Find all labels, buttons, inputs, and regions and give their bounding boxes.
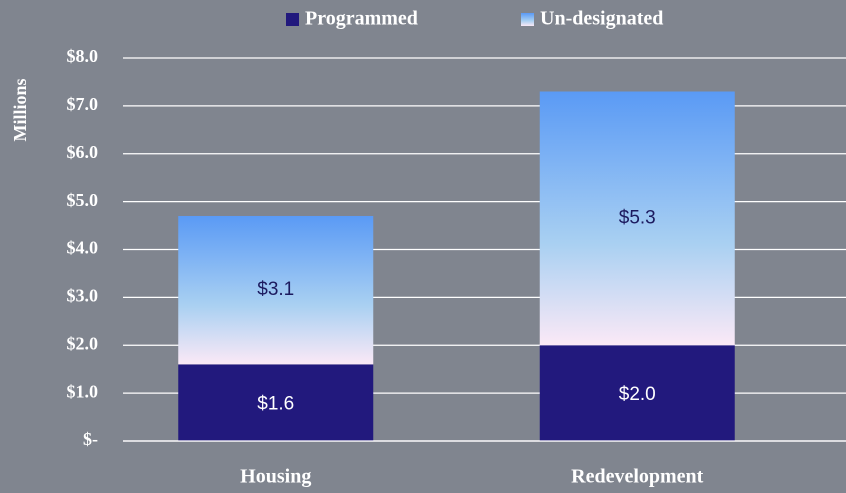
y-tick-label: $4.0 — [67, 238, 99, 258]
y-tick-label: $- — [83, 429, 98, 449]
y-tick-label: $5.0 — [67, 190, 99, 210]
bar-segment — [539, 91, 735, 346]
y-tick-label: $7.0 — [67, 94, 99, 114]
data-label: $1.6 — [257, 394, 294, 415]
legend-label: Un-designated — [540, 8, 663, 30]
y-axis-label: Millions — [10, 78, 30, 141]
data-label: $5.3 — [619, 207, 656, 228]
data-label: $2.0 — [619, 384, 656, 405]
bar-segment — [178, 215, 374, 365]
y-tick-label: $8.0 — [67, 46, 99, 66]
y-tick-label: $2.0 — [67, 333, 99, 353]
legend-swatch — [286, 13, 299, 26]
y-tick-label: $3.0 — [67, 286, 99, 306]
x-tick-label: Housing — [240, 466, 311, 488]
bar-segment — [178, 364, 374, 441]
bar-segment — [539, 345, 735, 441]
y-tick-label: $6.0 — [67, 142, 99, 162]
x-tick-label: Redevelopment — [571, 466, 704, 488]
legend-swatch — [521, 13, 534, 26]
y-tick-label: $1.0 — [67, 381, 99, 401]
data-label: $3.1 — [257, 279, 294, 300]
legend-label: Programmed — [305, 8, 418, 30]
